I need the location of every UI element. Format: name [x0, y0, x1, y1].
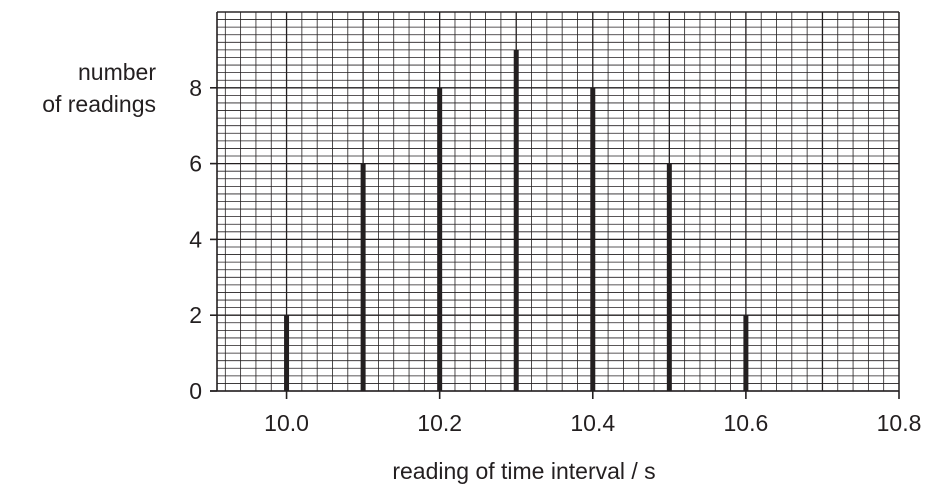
- tick-labels: 10.0 10.2 10.4 10.6 10.8 0 2 4 6 8: [189, 75, 921, 436]
- axes: [210, 12, 900, 399]
- y-axis-label-line-2: of readings: [42, 91, 156, 117]
- x-tick-label: 10.6: [724, 410, 769, 436]
- bar-10.6: [743, 315, 749, 391]
- y-tick-label: 2: [189, 302, 202, 328]
- bar-10.1: [360, 163, 366, 391]
- x-tick-label: 10.8: [877, 410, 922, 436]
- y-axis-label-line-1: number: [78, 59, 156, 85]
- x-tick-label: 10.0: [264, 410, 309, 436]
- y-tick-label: 4: [189, 226, 202, 252]
- x-tick-label: 10.4: [570, 410, 615, 436]
- grid-minor-lines: [217, 12, 899, 391]
- bar-10.0: [284, 315, 290, 391]
- bar-10.2: [437, 87, 443, 392]
- x-tick-label: 10.2: [417, 410, 462, 436]
- bar-10.3: [513, 49, 519, 392]
- bar-10.4: [590, 87, 596, 392]
- y-tick-label: 8: [189, 75, 202, 101]
- y-tick-label: 0: [189, 378, 202, 404]
- bar-10.5: [666, 163, 672, 391]
- bars: [284, 49, 749, 392]
- x-axis-label: reading of time interval / s: [392, 458, 656, 484]
- y-tick-label: 6: [189, 151, 202, 177]
